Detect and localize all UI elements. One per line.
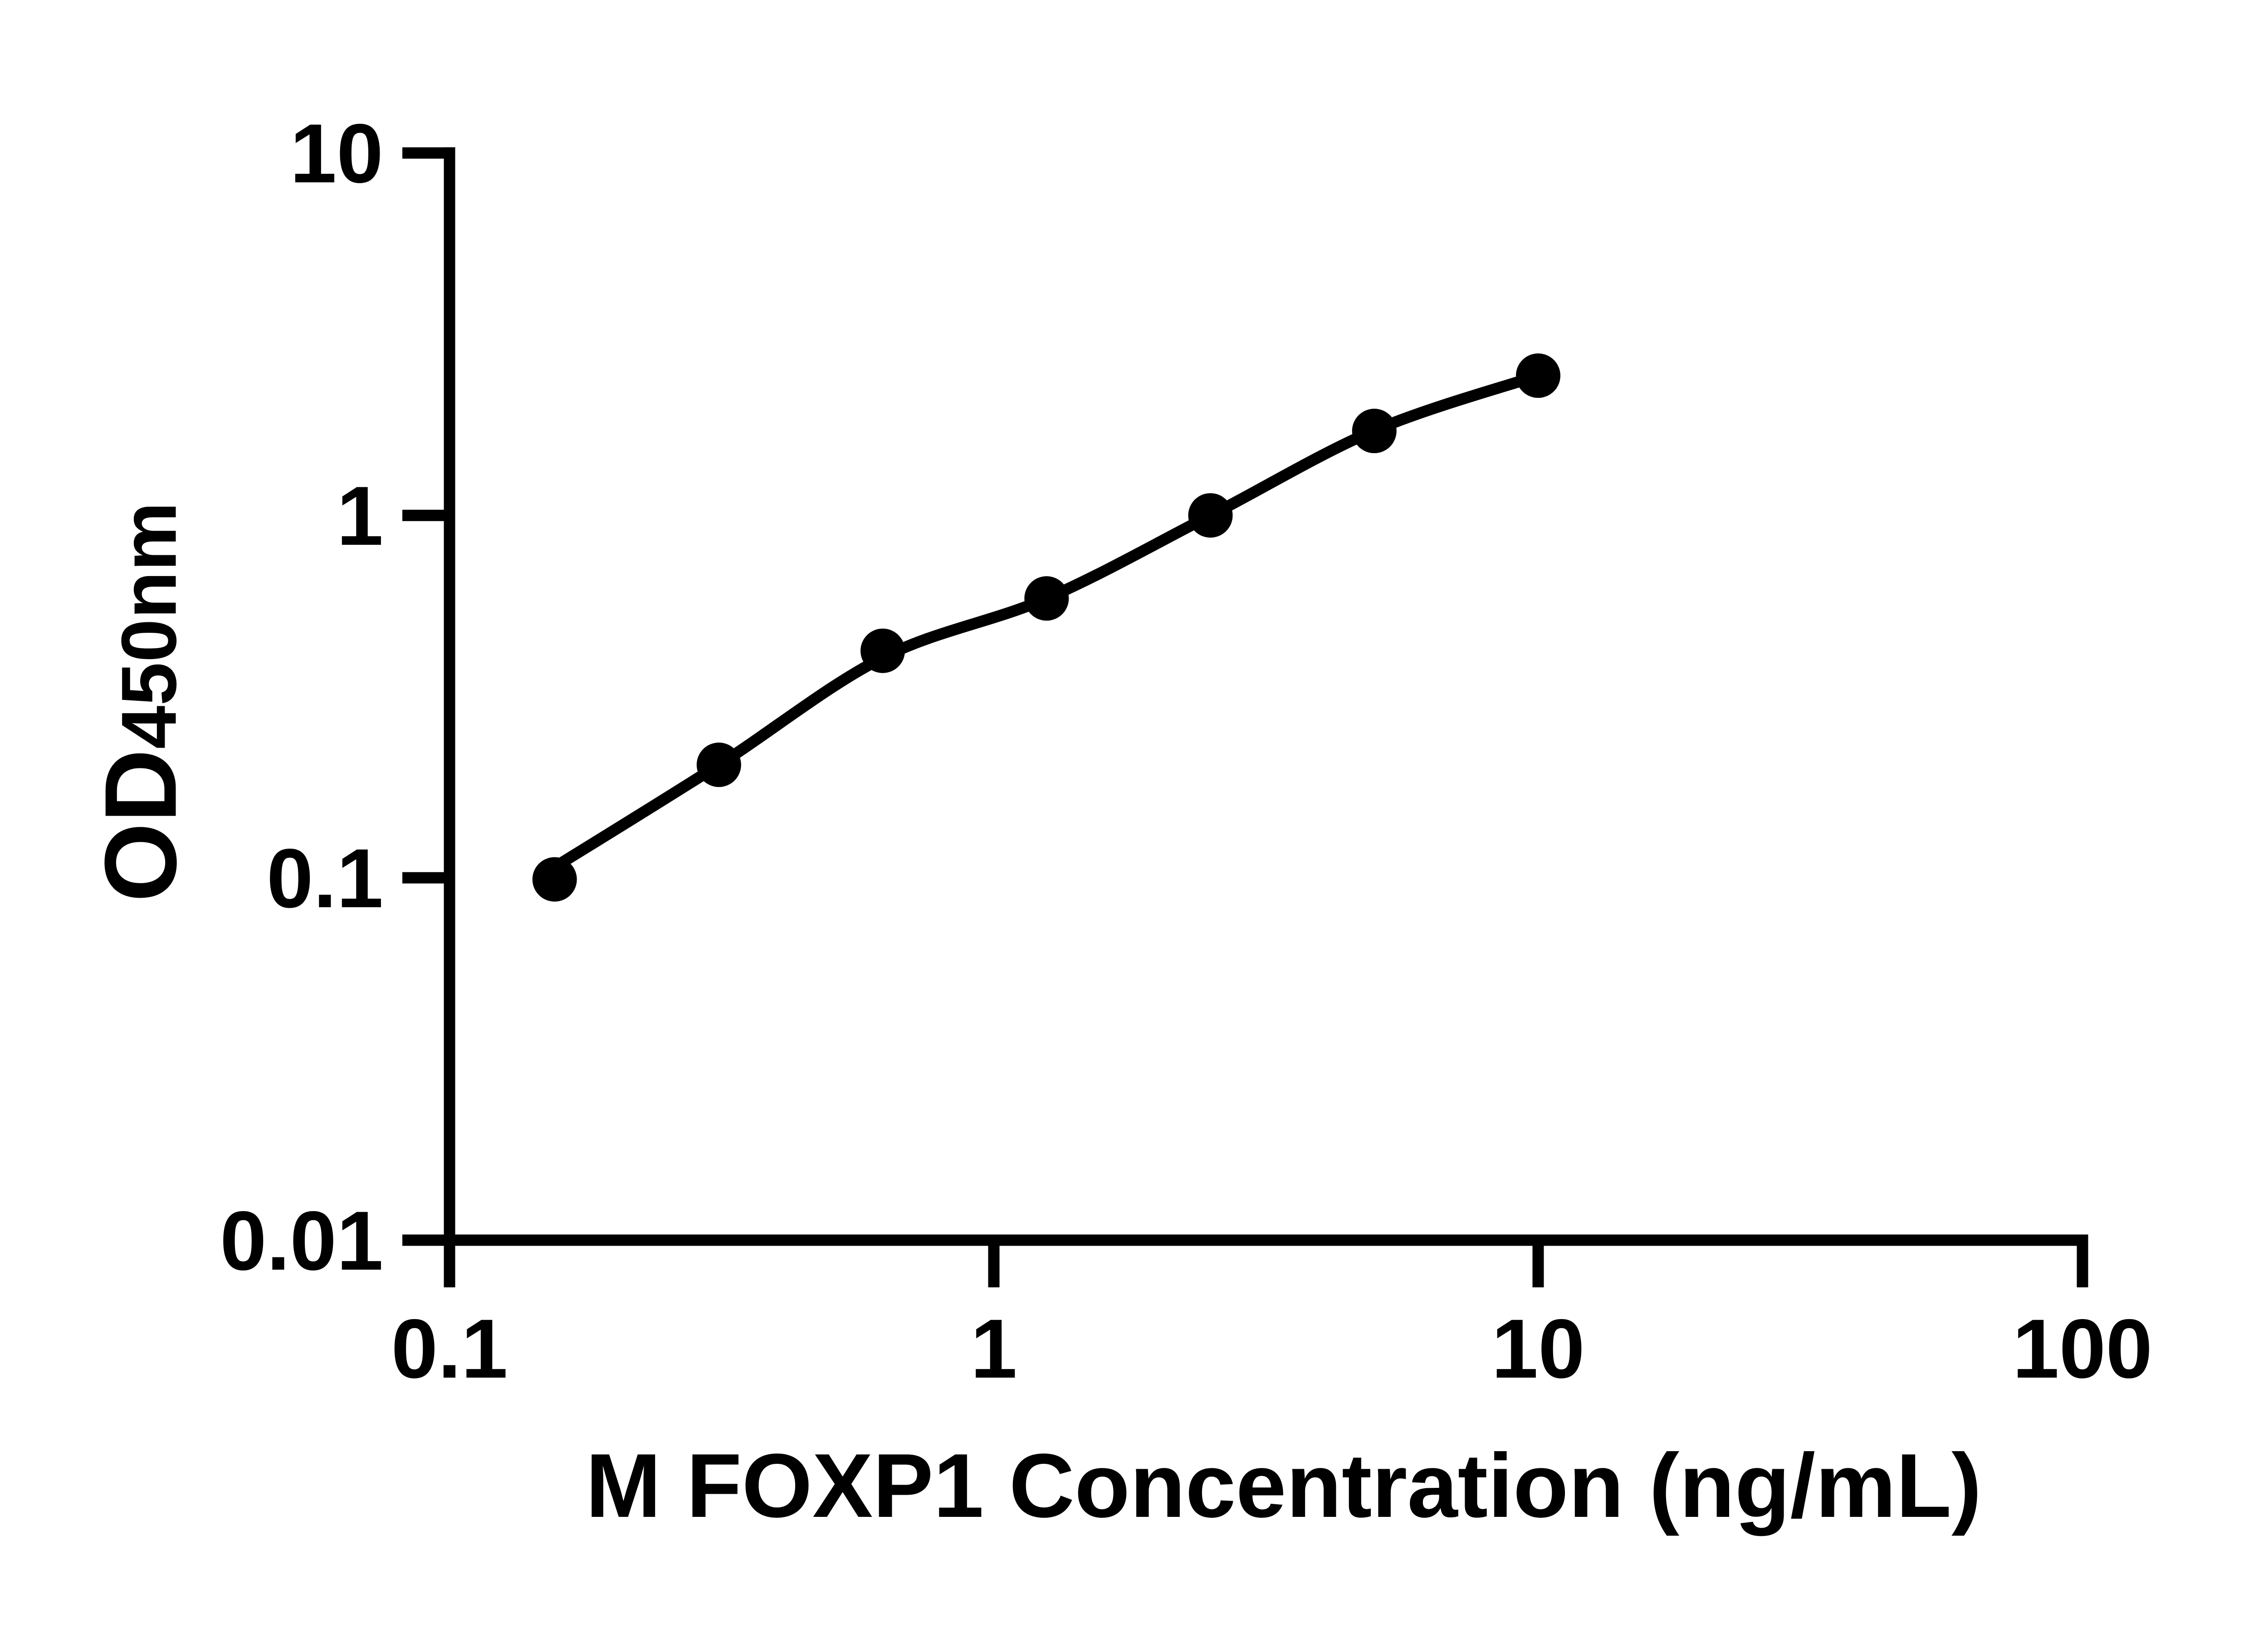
y-axis-title-subscript: 450nm: [105, 502, 193, 749]
data-point-marker: [860, 628, 905, 673]
y-tick-label: 1: [337, 469, 383, 563]
data-point-marker: [696, 743, 741, 787]
x-tick-label: 10: [1491, 1302, 1585, 1396]
y-tick-label: 0.1: [266, 832, 383, 926]
y-axis-title: OD450nm: [83, 498, 198, 906]
data-point-marker: [1516, 353, 1560, 398]
data-point-marker: [1352, 409, 1397, 454]
x-axis-title: M FOXP1 Concentration (ng/mL): [586, 1435, 1982, 1536]
data-point-marker: [1188, 493, 1233, 538]
data-point-marker: [1024, 576, 1069, 621]
data-point-marker: [532, 857, 577, 902]
x-tick-label: 0.1: [391, 1302, 508, 1396]
y-tick-label: 0.01: [220, 1194, 383, 1288]
x-tick-label: 1: [970, 1302, 1017, 1396]
x-tick-label: 100: [2012, 1302, 2153, 1396]
y-tick-label: 10: [290, 107, 383, 201]
fit-curve: [552, 370, 1540, 872]
y-axis-title-main: OD: [83, 749, 198, 902]
